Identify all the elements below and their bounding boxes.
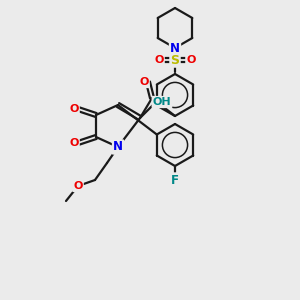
Text: O: O: [186, 55, 196, 65]
Text: N: N: [170, 41, 180, 55]
Text: O: O: [69, 104, 79, 114]
Text: F: F: [171, 173, 179, 187]
Text: O: O: [73, 181, 83, 191]
Text: O: O: [69, 138, 79, 148]
Text: O: O: [139, 77, 149, 87]
Text: OH: OH: [153, 97, 171, 107]
Text: N: N: [113, 140, 123, 154]
Text: O: O: [154, 55, 164, 65]
Text: S: S: [170, 53, 179, 67]
